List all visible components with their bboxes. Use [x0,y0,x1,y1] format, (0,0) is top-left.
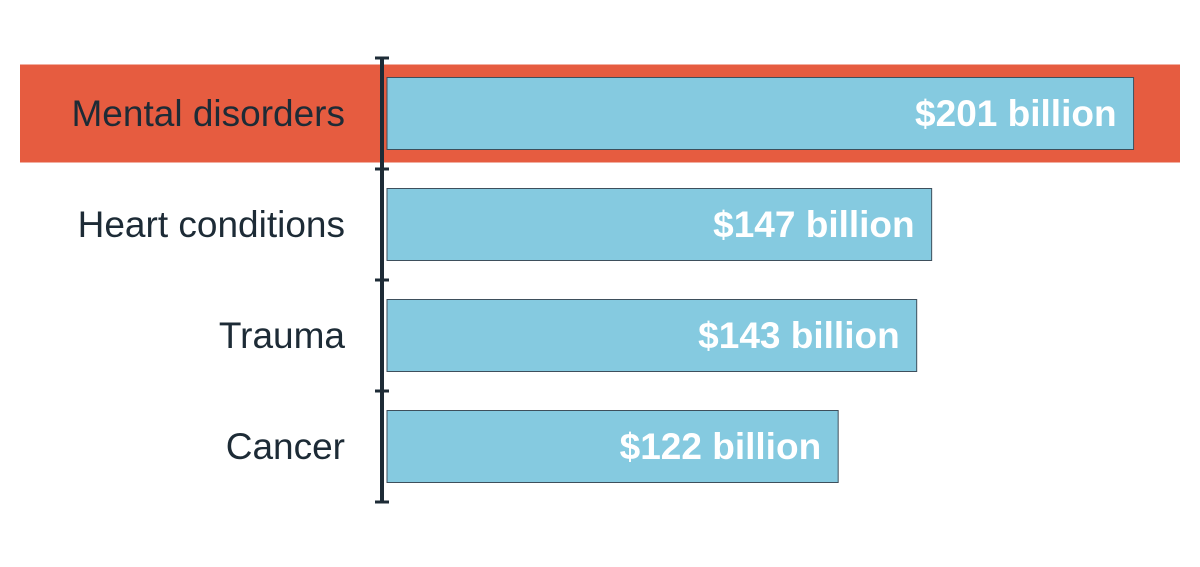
value-label-heart-conditions: $147 billion [713,204,915,245]
category-label-mental-disorders: Mental disorders [71,93,345,134]
category-label-trauma: Trauma [219,315,346,356]
value-label-mental-disorders: $201 billion [915,93,1117,134]
bar-heart-conditions [386,188,933,261]
bar-trauma [386,299,918,372]
value-label-cancer: $122 billion [620,426,822,467]
category-label-heart-conditions: Heart conditions [78,204,345,245]
bar-mental-disorders [386,77,1135,150]
bar-cancer [386,410,839,483]
value-label-trauma: $143 billion [698,315,900,356]
category-label-cancer: Cancer [226,426,345,467]
